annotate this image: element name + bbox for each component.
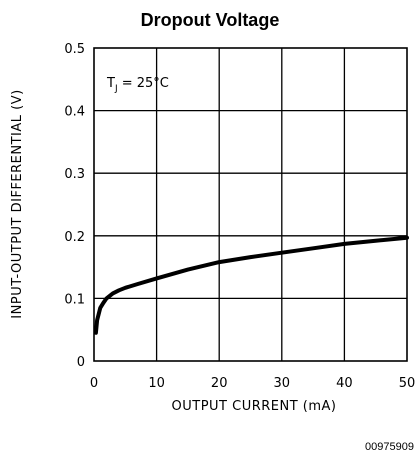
x-tick-label: 20 <box>211 376 228 391</box>
figure-code: 00975909 <box>365 441 414 453</box>
y-tick-label: 0.5 <box>64 42 85 57</box>
chart-title: Dropout Voltage <box>141 10 280 30</box>
x-tick-label: 30 <box>274 376 291 391</box>
y-tick-labels: 0 0.1 0.2 0.3 0.4 0.5 <box>64 42 85 370</box>
x-tick-label: 50 <box>399 376 416 391</box>
grid-lines <box>94 48 407 361</box>
x-tick-labels: 0 10 20 30 40 50 <box>90 376 415 391</box>
y-tick-label: 0.4 <box>64 105 85 120</box>
y-tick-label: 0.3 <box>64 167 85 182</box>
annotation-subscript: J <box>114 84 118 94</box>
x-tick-label: 10 <box>148 376 165 391</box>
series-line <box>93 235 409 335</box>
x-tick-label: 40 <box>336 376 353 391</box>
x-tick-label: 0 <box>90 376 98 391</box>
annotation-symbol: T <box>106 76 115 91</box>
y-tick-label: 0.2 <box>64 230 85 245</box>
y-tick-label: 0.1 <box>64 292 85 307</box>
x-axis-label: OUTPUT CURRENT (mA) <box>172 399 337 414</box>
y-axis-label: INPUT-OUTPUT DIFFERENTIAL (V) <box>10 89 25 318</box>
annotation-condition: = 25°C <box>118 76 169 91</box>
plot-frame <box>93 47 408 362</box>
y-tick-label: 0 <box>77 355 85 370</box>
plot-area <box>93 47 409 362</box>
temperature-annotation: TJ = 25°C <box>106 76 169 94</box>
